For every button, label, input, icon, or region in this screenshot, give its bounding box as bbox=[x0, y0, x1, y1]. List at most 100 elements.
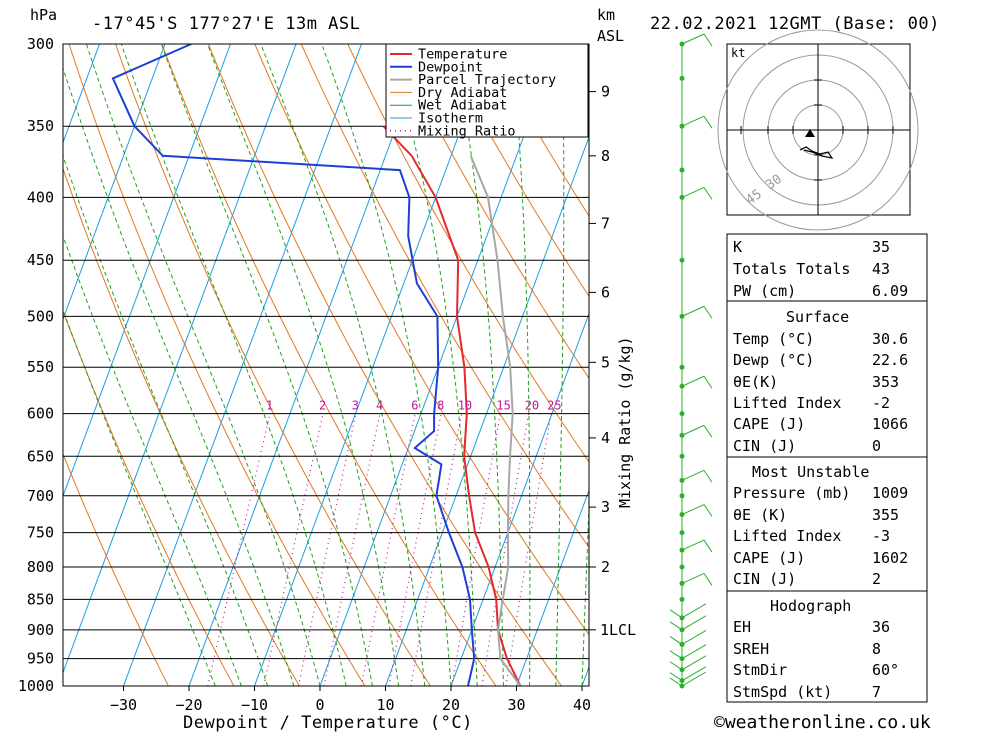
pressure-tick-label: 300 bbox=[27, 35, 54, 53]
mu-row-label: Pressure (mb) bbox=[733, 484, 850, 502]
isotherm-line bbox=[515, 488, 589, 686]
hodo-row-value: 8 bbox=[872, 640, 881, 658]
surface-row-label: Dewp (°C) bbox=[733, 351, 814, 369]
dry-adiabat-line bbox=[63, 309, 235, 686]
wind-barb bbox=[681, 539, 705, 551]
wind-barb-flag bbox=[703, 573, 713, 586]
wind-barb bbox=[681, 305, 705, 317]
isotherm-line bbox=[63, 44, 297, 674]
wind-barb bbox=[681, 375, 705, 387]
temperature-tick-label: 30 bbox=[507, 696, 525, 714]
location-title: -17°45'S 177°27'E 13m ASL bbox=[92, 14, 360, 34]
legend-label: Mixing Ratio bbox=[418, 123, 516, 139]
km-tick-label: 1LCL bbox=[600, 621, 636, 639]
wind-barb bbox=[681, 469, 705, 481]
mixing-ratio-line bbox=[388, 413, 442, 686]
surface-row-value: 30.6 bbox=[872, 330, 908, 348]
mixing-ratio-line bbox=[207, 413, 271, 686]
dry-adiabat-line bbox=[63, 452, 169, 686]
isotherm-line bbox=[450, 312, 589, 686]
mixing-ratio-label: 1 bbox=[266, 399, 273, 413]
pressure-tick-label: 450 bbox=[27, 251, 54, 269]
temperature-tick-label: −10 bbox=[241, 696, 268, 714]
mu-row-label: θE (K) bbox=[733, 506, 787, 524]
most-unstable-title: Most Unstable bbox=[752, 463, 869, 481]
isotherm-line bbox=[63, 44, 166, 321]
dry-adiabat-line bbox=[922, 7, 1000, 686]
wind-barb bbox=[669, 609, 683, 619]
mixing-ratio-label: 8 bbox=[437, 399, 444, 413]
km-tick-label: 5 bbox=[601, 353, 610, 371]
mixing-ratio-label: 20 bbox=[525, 399, 539, 413]
hodo-row-label: SREH bbox=[733, 640, 769, 658]
wind-barb bbox=[681, 424, 705, 436]
wind-barb-flag bbox=[703, 306, 713, 319]
pressure-tick-label: 1000 bbox=[18, 677, 54, 695]
pressure-tick-label: 950 bbox=[27, 650, 54, 668]
wind-barb-flag bbox=[703, 375, 713, 389]
wind-barb bbox=[669, 677, 683, 687]
temperature-tick-label: −20 bbox=[175, 696, 202, 714]
pressure-tick-label: 850 bbox=[27, 590, 54, 608]
index-tt-value: 43 bbox=[872, 260, 890, 278]
plot-frame bbox=[62, 43, 590, 687]
wind-barb-flag bbox=[703, 187, 713, 200]
km-tick-label: 6 bbox=[601, 283, 610, 301]
legend-label: Dry Adiabat bbox=[418, 85, 507, 101]
hodo-row-value: 7 bbox=[872, 683, 881, 701]
wind-profile bbox=[669, 33, 713, 689]
mixing-ratio-label: 10 bbox=[458, 399, 472, 413]
surface-title: Surface bbox=[786, 308, 849, 326]
isotherm-line bbox=[63, 44, 101, 144]
isotherm-line bbox=[384, 135, 589, 686]
hodo-row-value: 60° bbox=[872, 661, 899, 679]
mixing-ratio-label: 4 bbox=[376, 399, 383, 413]
wind-barb bbox=[681, 671, 707, 687]
index-k-value: 35 bbox=[872, 238, 890, 256]
wind-barb-dot bbox=[679, 596, 685, 602]
mixing-ratio-line bbox=[263, 413, 324, 686]
wind-barb bbox=[681, 186, 705, 198]
wind-barb-dot bbox=[679, 364, 685, 370]
temperature-tick-label: 20 bbox=[442, 696, 460, 714]
wet-adiabat-line bbox=[63, 154, 269, 686]
surface-row-value: -2 bbox=[872, 394, 890, 412]
temperature-tick-label: 10 bbox=[376, 696, 394, 714]
pressure-tick-label: 500 bbox=[27, 307, 54, 325]
mixing-ratio-label: 6 bbox=[411, 399, 418, 413]
wind-barb bbox=[681, 615, 707, 631]
surface-table: Surface Temp (°C) 30.6 Dewp (°C) 22.6 θE… bbox=[726, 300, 928, 458]
wind-barb-flag bbox=[703, 470, 713, 483]
surface-row-label: Lifted Index bbox=[733, 394, 841, 412]
hodograph: kt 30 45 bbox=[717, 29, 919, 231]
wet-adiabat-line bbox=[63, 234, 242, 686]
surface-row-value: 0 bbox=[872, 437, 881, 455]
mixing-ratio-label: 15 bbox=[496, 399, 510, 413]
storm-motion-marker bbox=[805, 129, 815, 137]
mixing-ratio-line bbox=[297, 413, 357, 686]
temperature-tick-label: 40 bbox=[573, 696, 591, 714]
wind-barb-dot bbox=[679, 75, 685, 81]
wind-barb bbox=[681, 115, 705, 127]
index-tt-label: Totals Totals bbox=[733, 260, 850, 278]
wind-barb bbox=[669, 621, 683, 631]
temperature-tick-label: 0 bbox=[315, 696, 324, 714]
wind-barb-dot bbox=[679, 453, 685, 459]
surface-row-value: 22.6 bbox=[872, 351, 908, 369]
wind-barb-dot bbox=[679, 257, 685, 263]
wind-barb bbox=[681, 603, 707, 619]
pressure-tick-label: 600 bbox=[27, 405, 54, 423]
wind-barb bbox=[681, 655, 707, 671]
dry-adiabat-line bbox=[68, 44, 366, 686]
hodograph-unit-label: kt bbox=[731, 46, 745, 60]
index-pw-value: 6.09 bbox=[872, 282, 908, 300]
temperature-line bbox=[382, 125, 522, 686]
km-tick-label: 4 bbox=[601, 429, 610, 447]
hodograph-table: Hodograph EH 36 SREH 8 StmDir 60° StmSpd… bbox=[726, 590, 928, 703]
index-k-label: K bbox=[733, 238, 742, 256]
pressure-tick-label: 400 bbox=[27, 188, 54, 206]
mixing-ratio-line bbox=[481, 413, 530, 686]
mu-row-value: 355 bbox=[872, 506, 899, 524]
mu-row-label: CAPE (J) bbox=[733, 549, 805, 567]
